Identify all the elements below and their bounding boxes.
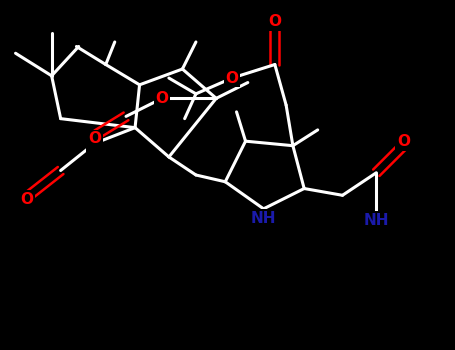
Text: O: O xyxy=(20,192,33,207)
Text: O: O xyxy=(88,136,101,151)
Text: O: O xyxy=(156,91,169,106)
Text: O: O xyxy=(268,14,281,29)
Text: NH: NH xyxy=(364,212,389,228)
Text: O: O xyxy=(397,134,410,149)
Text: O: O xyxy=(88,131,101,146)
Text: NH: NH xyxy=(251,211,276,226)
Text: O: O xyxy=(226,71,238,85)
